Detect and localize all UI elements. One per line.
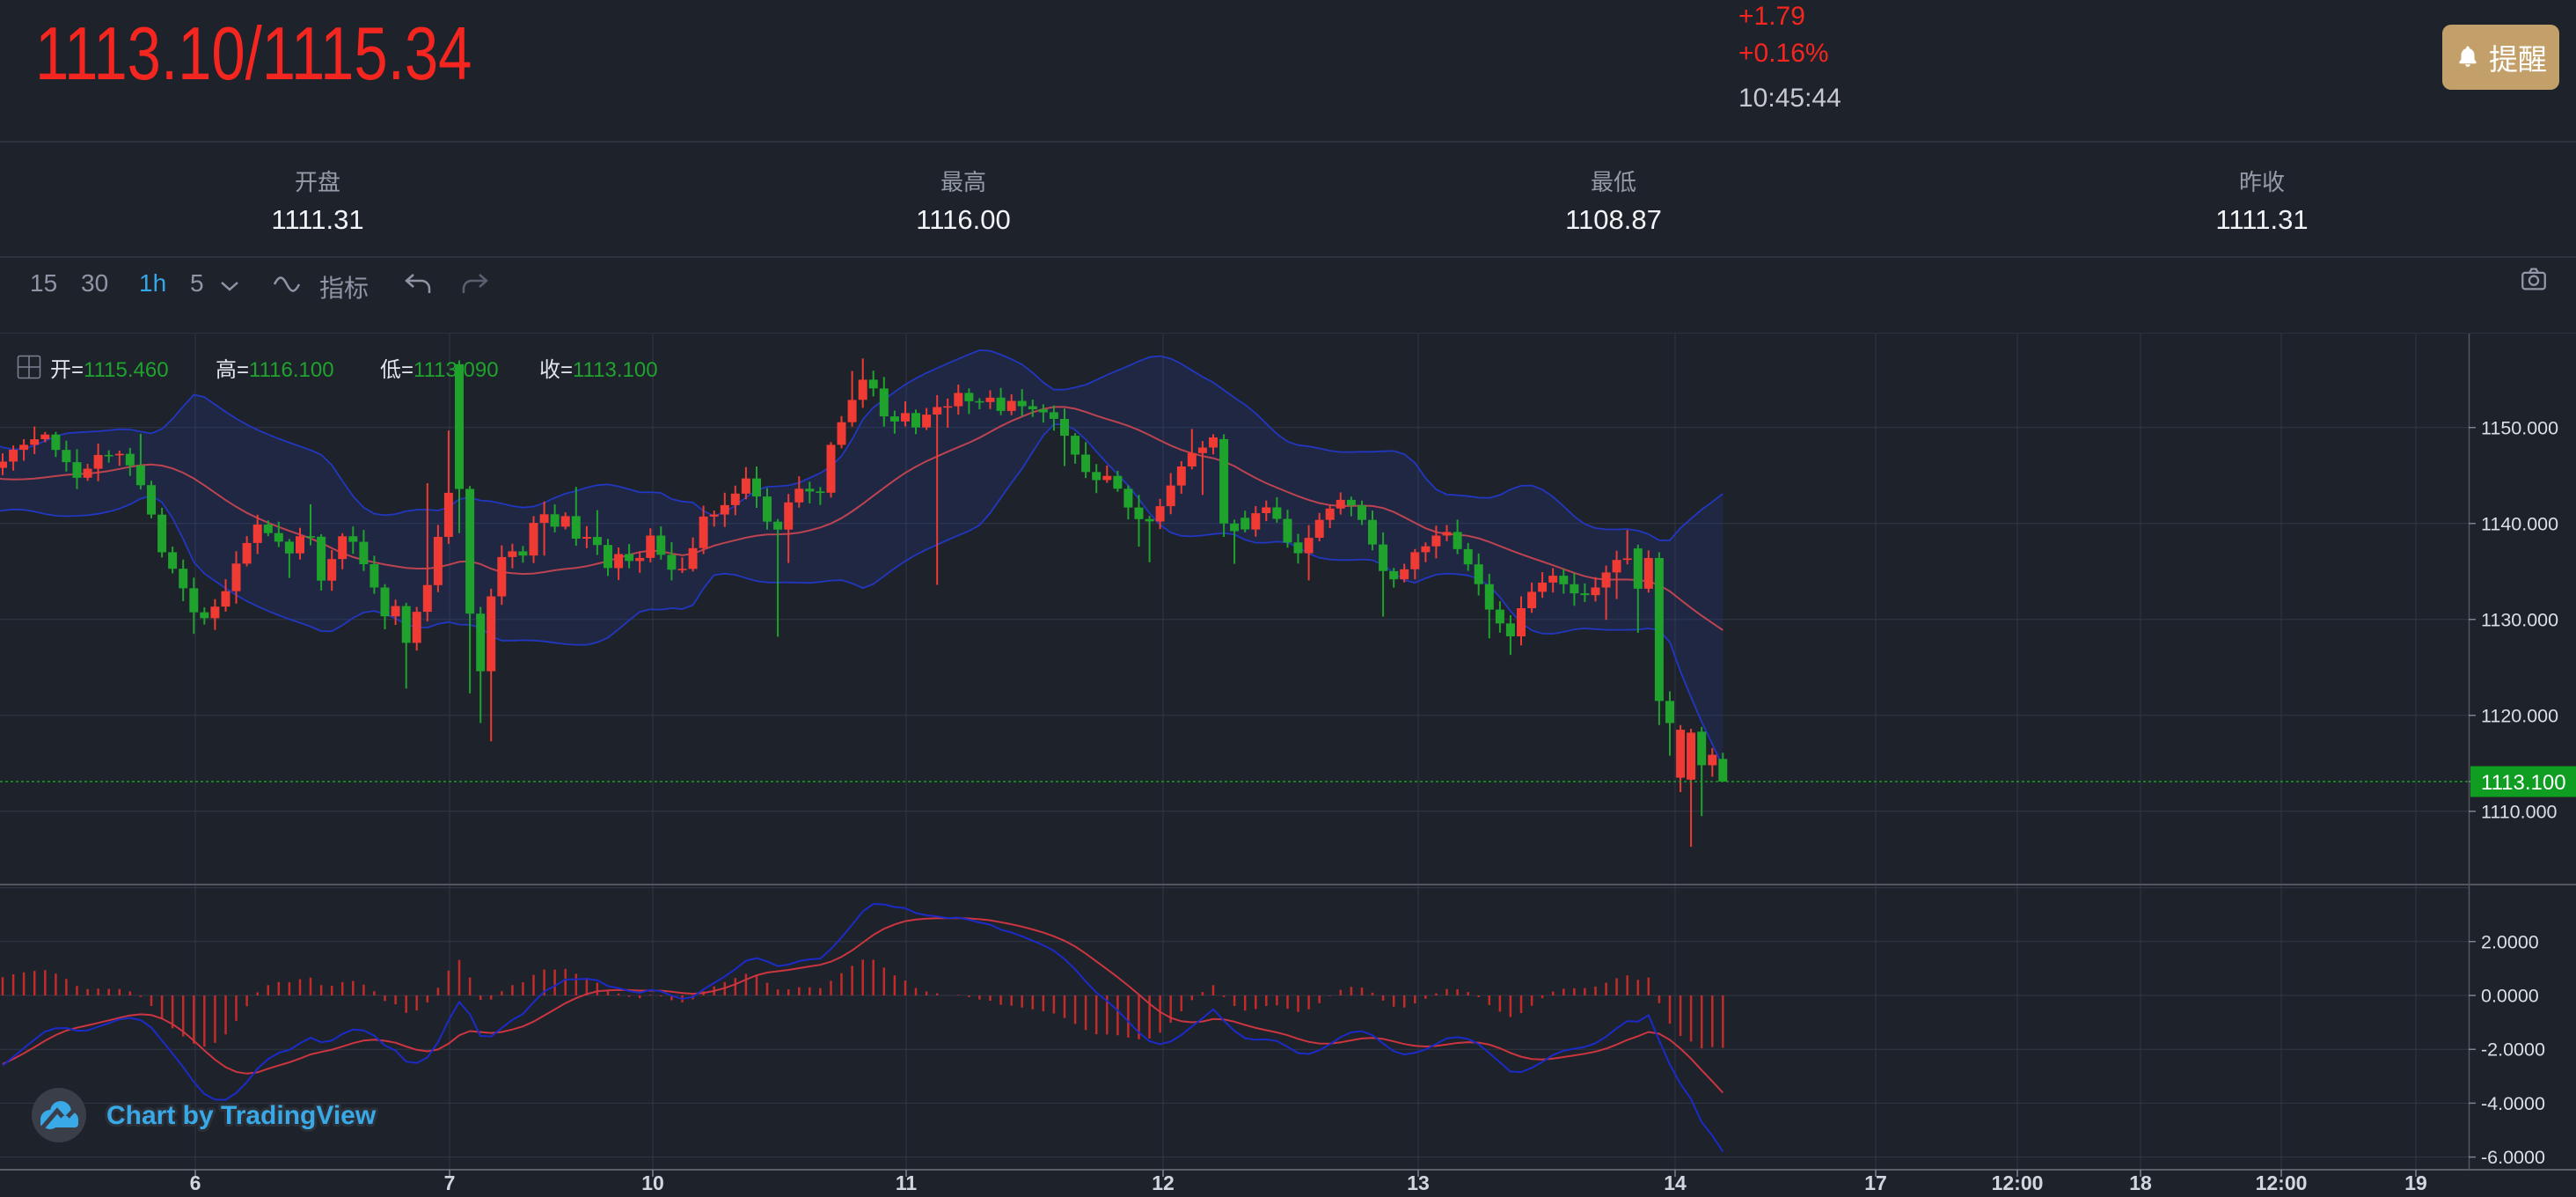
svg-text:开=1115.460: 开=1115.460 bbox=[50, 358, 169, 382]
svg-text:1110.000: 1110.000 bbox=[2481, 801, 2558, 822]
svg-text:-4.0000: -4.0000 bbox=[2481, 1093, 2545, 1114]
svg-text:低=1113.090: 低=1113.090 bbox=[380, 358, 499, 382]
svg-text:10: 10 bbox=[641, 1171, 664, 1194]
svg-text:Chart by TradingView: Chart by TradingView bbox=[106, 1101, 377, 1130]
svg-text:13: 13 bbox=[1407, 1171, 1430, 1194]
svg-text:1130.000: 1130.000 bbox=[2481, 609, 2558, 630]
svg-text:-2.0000: -2.0000 bbox=[2481, 1039, 2545, 1061]
svg-text:7: 7 bbox=[444, 1171, 456, 1194]
svg-text:2.0000: 2.0000 bbox=[2481, 931, 2539, 952]
svg-text:1150.000: 1150.000 bbox=[2481, 417, 2558, 438]
svg-text:-6.0000: -6.0000 bbox=[2481, 1147, 2545, 1168]
svg-text:12: 12 bbox=[1152, 1171, 1175, 1194]
svg-text:19: 19 bbox=[2404, 1171, 2427, 1194]
svg-text:收=1113.100: 收=1113.100 bbox=[539, 358, 658, 382]
svg-text:12:00: 12:00 bbox=[1992, 1171, 2044, 1194]
svg-text:1113.100: 1113.100 bbox=[2481, 771, 2566, 795]
svg-text:18: 18 bbox=[2129, 1171, 2152, 1194]
svg-text:0.0000: 0.0000 bbox=[2481, 986, 2539, 1007]
svg-text:11: 11 bbox=[896, 1171, 918, 1194]
svg-text:1140.000: 1140.000 bbox=[2481, 513, 2558, 534]
svg-text:6: 6 bbox=[190, 1171, 201, 1194]
svg-text:1120.000: 1120.000 bbox=[2481, 705, 2558, 726]
svg-text:14: 14 bbox=[1664, 1171, 1687, 1194]
svg-text:高=1116.100: 高=1116.100 bbox=[216, 358, 334, 382]
svg-text:12:00: 12:00 bbox=[2256, 1171, 2308, 1194]
svg-text:17: 17 bbox=[1864, 1171, 1887, 1194]
